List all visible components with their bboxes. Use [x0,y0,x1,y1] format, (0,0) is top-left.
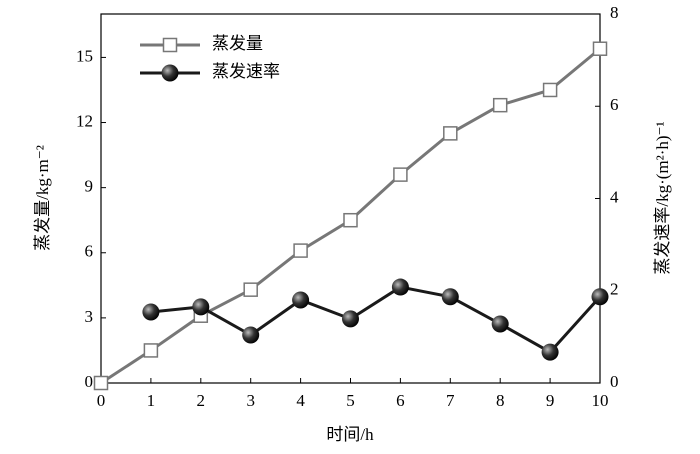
marker [591,288,609,306]
x-tick-label: 3 [246,391,255,410]
x-tick-label: 5 [346,391,355,410]
y2-tick-label: 4 [610,187,619,206]
marker [342,310,359,328]
y-axis-label: 蒸发量/kg·m⁻² [33,145,52,251]
x-tick-label: 9 [546,391,555,410]
x-axis-label: 时间/h [326,425,374,444]
marker [541,343,559,361]
x-tick-label: 0 [97,391,106,410]
series-line [150,285,602,354]
y-tick-label: 0 [85,372,94,391]
x-tick-label: 10 [592,391,609,410]
x-tick-label: 2 [197,391,206,410]
legend-marker [161,64,179,82]
y-tick-label: 12 [76,111,93,130]
marker [343,212,358,228]
legend-label: 蒸发速率 [212,62,280,81]
x-tick-label: 6 [396,391,405,410]
y-tick-label: 3 [85,307,94,326]
y2-tick-label: 0 [610,372,619,391]
legend-label: 蒸发量 [212,34,263,53]
marker [293,243,308,258]
marker [492,97,508,113]
marker [491,315,509,333]
y2-axis-label: 蒸发速率/kg·(m²·h)⁻¹ [653,121,672,274]
marker [93,375,109,391]
y2-tick-label: 6 [610,95,619,114]
marker [443,126,458,141]
marker [242,326,260,344]
marker [391,278,409,296]
x-tick-label: 1 [147,391,156,410]
marker [143,343,159,358]
marker [592,41,608,56]
marker [441,288,459,306]
marker [142,303,160,321]
marker [393,167,408,182]
y-tick-label: 6 [85,242,94,261]
x-tick-label: 8 [496,391,505,410]
marker [292,291,310,309]
y2-tick-label: 2 [610,280,619,299]
marker [542,82,558,98]
y-tick-label: 9 [85,177,94,196]
y2-tick-label: 8 [610,3,619,22]
marker [243,282,258,297]
marker [192,298,210,316]
x-tick-label: 7 [446,391,455,410]
y-tick-label: 15 [76,46,93,65]
x-tick-label: 4 [296,391,305,410]
legend-marker [162,37,178,53]
